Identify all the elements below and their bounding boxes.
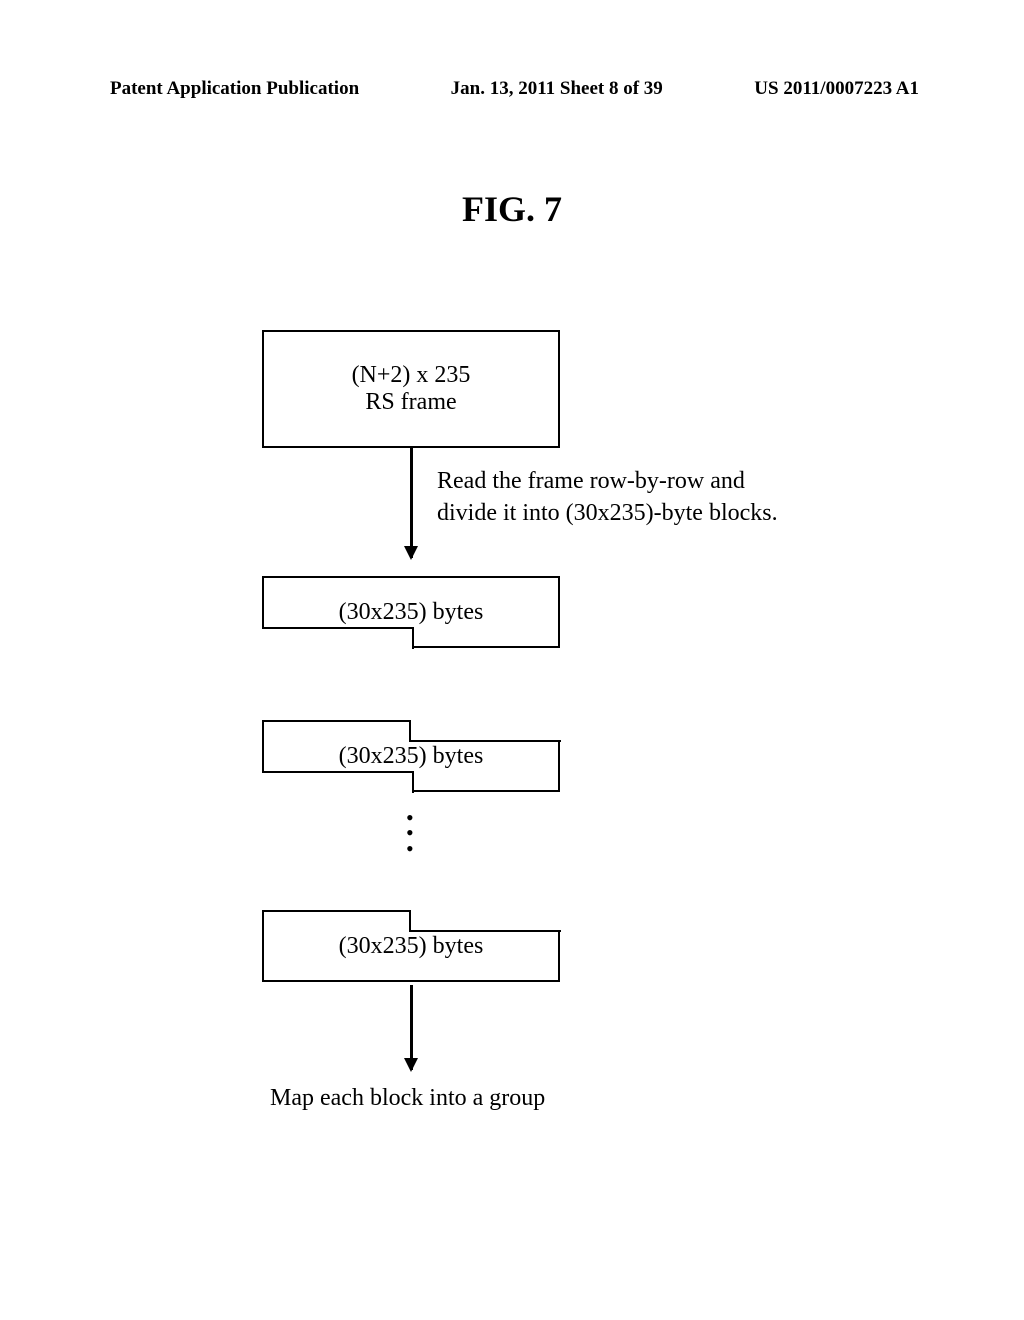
figure-title: FIG. 7 <box>0 188 1024 230</box>
byte-block-3: (30x235) bytes <box>262 910 562 995</box>
arrow-down-icon <box>410 985 413 1070</box>
byte-block-2-label: (30x235) bytes <box>339 743 484 770</box>
byte-block-3-label: (30x235) bytes <box>339 933 484 960</box>
byte-block-2: (30x235) bytes <box>262 720 562 805</box>
notch-icon <box>262 627 414 649</box>
page-header: Patent Application Publication Jan. 13, … <box>0 78 1024 100</box>
rs-frame-label: (N+2) x 235 RS frame <box>352 362 471 416</box>
arrow-down-icon <box>410 448 413 558</box>
step-annotation-1: Read the frame row-by-row and divide it … <box>437 465 797 530</box>
notch-icon <box>409 910 561 932</box>
byte-block-1: (30x235) bytes <box>262 576 562 661</box>
notch-icon <box>262 771 414 793</box>
vertical-ellipsis-icon: ••• <box>406 810 414 856</box>
rs-frame-box: (N+2) x 235 RS frame <box>262 330 560 448</box>
header-left: Patent Application Publication <box>110 78 359 100</box>
notch-icon <box>409 720 561 742</box>
byte-block-1-label: (30x235) bytes <box>339 599 484 626</box>
final-annotation: Map each block into a group <box>270 1082 550 1114</box>
header-center: Jan. 13, 2011 Sheet 8 of 39 <box>451 78 663 100</box>
header-right: US 2011/0007223 A1 <box>754 78 919 100</box>
